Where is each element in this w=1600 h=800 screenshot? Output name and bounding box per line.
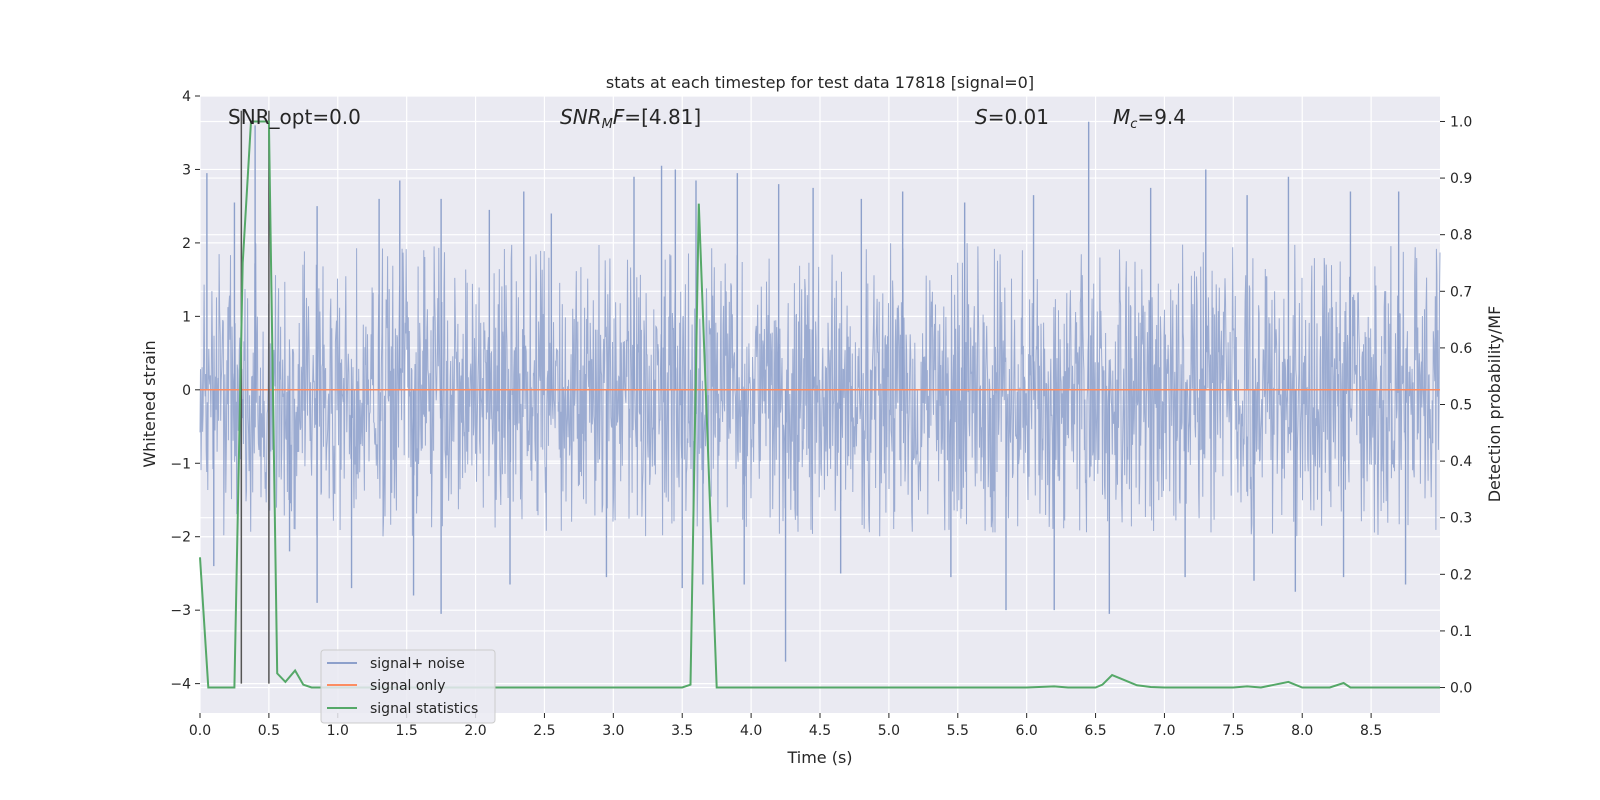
y-right-tick-label-2: 0.8 (1450, 228, 1472, 244)
legend: signal+ noise signal only signal statist… (320, 649, 496, 724)
x-tick-label-17: 8.5 (1360, 723, 1382, 739)
y-right-axis-ticks: 1.0 0.9 0.8 0.7 0.6 0.5 0.4 0.3 0.2 0.1 0.0 (1440, 114, 1472, 697)
y-right-tick-label-6: 0.4 (1450, 454, 1472, 470)
annotation-s: S=0.01 (975, 105, 1049, 129)
x-tick-label-1: 0.5 (258, 723, 280, 739)
signal-statistics-line (199, 120, 1440, 689)
x-tick-label-7: 3.5 (671, 723, 693, 739)
y-right-tick-label-10: 0.0 (1450, 681, 1472, 697)
noise-trace (199, 243, 1441, 537)
y-right-tick-label-1: 0.9 (1450, 171, 1472, 187)
x-tick-label-11: 5.5 (947, 723, 969, 739)
annotation-mc: Mc=9.4 (1113, 105, 1186, 132)
x-tick-label-16: 8.0 (1291, 723, 1313, 739)
x-tick-label-8: 4.0 (740, 723, 762, 739)
y-right-tick-label-8: 0.2 (1450, 567, 1472, 583)
signal-plus-noise-series (199, 121, 1441, 662)
y-right-axis-label: Detection probability/MF (1485, 306, 1504, 503)
legend-box (320, 649, 496, 724)
y-right-tick-label-5: 0.5 (1450, 398, 1472, 414)
y-right-tick-label-3: 0.7 (1450, 284, 1472, 300)
x-tick-label-6: 3.0 (602, 723, 624, 739)
x-axis-ticks: 0.0 0.5 1.0 1.5 2.0 2.5 3.0 3.5 4.0 4.5 5.0 5.5 6.0 6… (189, 713, 1382, 739)
y-right-tick-label-0: 1.0 (1450, 114, 1472, 130)
y-right-tick-label-9: 0.1 (1450, 624, 1472, 640)
y-right-tick-label-7: 0.3 (1450, 511, 1472, 527)
y-left-tick-label-8: −4 (170, 677, 191, 693)
y-left-tick-label-2: 2 (182, 236, 191, 252)
legend-label-signal-only: signal only (370, 678, 445, 694)
legend-label-signal-statistics: signal statistics (370, 701, 478, 717)
y-left-tick-label-6: −2 (170, 530, 191, 546)
y-left-tick-label-0: 4 (182, 89, 191, 105)
x-axis-label: Time (s) (786, 748, 852, 767)
x-tick-label-9: 4.5 (809, 723, 831, 739)
y-left-axis-label: Whitened strain (140, 340, 159, 467)
y-left-tick-label-4: 0 (182, 383, 191, 399)
y-left-axis-ticks: 4 3 2 1 0 −1 −2 −3 −4 (170, 89, 200, 693)
s-value: 0.01 (1004, 105, 1049, 129)
x-tick-label-14: 7.0 (1153, 723, 1175, 739)
y-left-tick-label-1: 3 (182, 162, 191, 178)
x-tick-label-3: 1.5 (396, 723, 418, 739)
annotation-snr-opt: SNR_opt=0.0 (228, 105, 361, 129)
x-tick-label-4: 2.0 (464, 723, 486, 739)
y-right-tick-label-4: 0.6 (1450, 341, 1472, 357)
x-tick-label-10: 5.0 (878, 723, 900, 739)
legend-label-signal-noise: signal+ noise (370, 656, 465, 672)
x-tick-label-2: 1.0 (327, 723, 349, 739)
x-tick-label-15: 7.5 (1222, 723, 1244, 739)
annotation-snr-mf: SNRMF=[4.81] (560, 105, 701, 132)
y-left-tick-label-7: −3 (170, 603, 191, 619)
x-tick-label-13: 6.5 (1084, 723, 1106, 739)
x-tick-label-12: 6.0 (1016, 723, 1038, 739)
vertical-markers (240, 110, 270, 684)
y-left-tick-label-5: −1 (170, 456, 191, 472)
x-tick-label-5: 2.5 (533, 723, 555, 739)
signal-statistics-series (199, 120, 1440, 689)
snr-mf-value: [4.81] (641, 105, 701, 129)
chart-title: stats at each timestep for test data 178… (606, 73, 1034, 92)
y-left-tick-label-3: 1 (182, 309, 191, 325)
x-tick-label-0: 0.0 (189, 723, 211, 739)
mc-value: 9.4 (1154, 105, 1186, 129)
